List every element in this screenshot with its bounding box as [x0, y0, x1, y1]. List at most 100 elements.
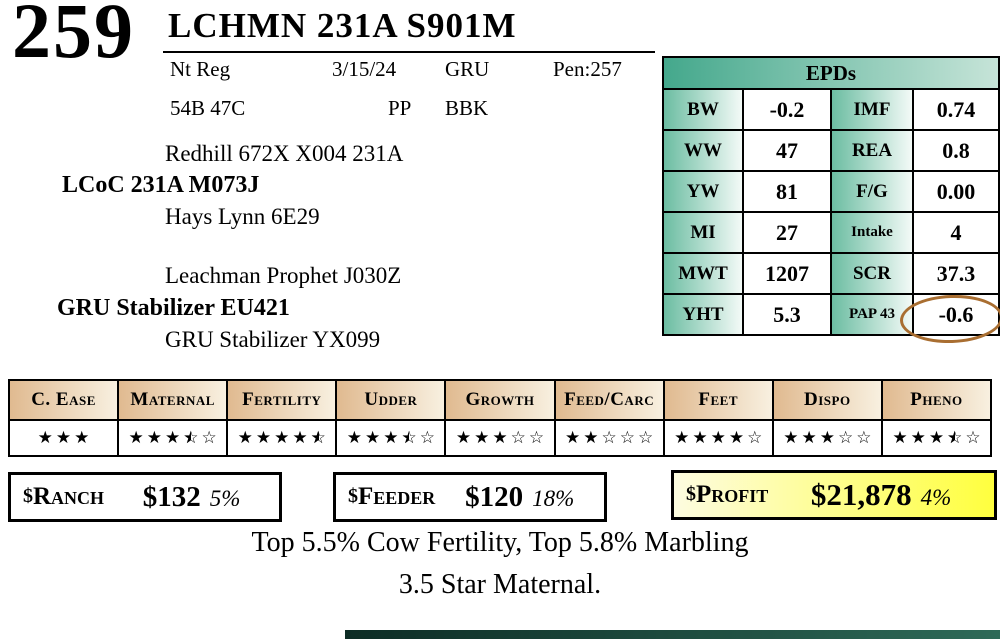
empty-star-icon: ☆ [856, 428, 872, 448]
registration-status: Nt Reg [170, 57, 231, 81]
dollar-sign: $ [686, 483, 696, 505]
full-star-icon: ★ [274, 428, 290, 448]
full-star-icon: ★ [783, 428, 799, 448]
epd-label-scr: SCR [830, 252, 914, 295]
epd-row: YW 81 F/G 0.00 [662, 170, 1000, 213]
epd-label-yht: YHT [662, 293, 744, 336]
ranch-index-box: $Ranch $132 5% [8, 472, 282, 522]
dollar-sign: $ [23, 485, 33, 507]
rating-stars-feet: ★ ★ ★ ★ ☆ [662, 419, 774, 457]
epd-row: WW 47 REA 0.8 [662, 129, 1000, 172]
epd-value-1207: 1207 [742, 252, 832, 295]
full-star-icon: ★ [728, 428, 745, 448]
full-star-icon: ★ [237, 428, 253, 448]
title-divider [163, 51, 655, 53]
epd-value-5.3: 5.3 [742, 293, 832, 336]
empty-star-icon: ☆ [419, 428, 435, 448]
pedigree-sire-granddam: Hays Lynn 6E29 [165, 204, 320, 229]
star-ratings-table: C. Ease Maternal Fertility Udder Growth Feed/… [7, 379, 993, 457]
birth-date: 3/15/24 [332, 57, 397, 81]
ranch-index-percentile: 5% [209, 485, 241, 511]
color-code: BBK [445, 96, 489, 120]
epd-label-mwt: MWT [662, 252, 744, 295]
pedigree-dam-granddam: GRU Stabilizer YX099 [165, 327, 381, 352]
half-star-icon: ☆ ★ [310, 428, 326, 448]
epd-row: YHT 5.3 PAP 43 -0.6 [662, 293, 1000, 336]
rating-header-pheno: Pheno [880, 379, 993, 421]
full-star-icon: ★ [710, 428, 726, 448]
rating-header-dispo: Dispo [771, 379, 883, 421]
footnote-fertility-marbling: Top 5.5% Cow Fertility, Top 5.8% Marblin… [251, 527, 749, 558]
full-star-icon: ★ [365, 428, 381, 448]
epd-label-rea: REA [830, 129, 914, 172]
epd-label-ww: WW [662, 129, 744, 172]
rating-stars-dispo: ★ ★ ★ ☆ ☆ [771, 419, 883, 457]
profit-index-percentile: 4% [920, 485, 952, 510]
empty-star-icon: ☆ [201, 428, 217, 448]
rating-header-udder: Udder [335, 379, 447, 421]
rating-header-feet: Feet [662, 379, 774, 421]
epd-value--0.2: -0.2 [742, 88, 832, 131]
epd-value-47: 47 [742, 129, 832, 172]
full-star-icon: ★ [165, 428, 181, 448]
rating-header-growth: Growth [444, 379, 556, 421]
empty-star-icon: ☆ [965, 428, 981, 448]
pedigree-sire: LCoC 231A M073J [62, 172, 260, 198]
full-star-icon: ★ [292, 428, 308, 448]
lot-title: LCHMN 231A S901M [168, 6, 517, 45]
full-star-icon: ★ [474, 428, 490, 448]
epd-value-4: 4 [912, 211, 1000, 254]
rating-stars-fertility: ★ ★ ★ ★ ☆ ★ [226, 419, 338, 457]
half-star-icon: ☆ ★ [401, 428, 417, 448]
epd-row: MWT 1207 SCR 37.3 [662, 252, 1000, 295]
epd-value-37.3: 37.3 [912, 252, 1000, 295]
profit-index-label: $Profit [686, 481, 769, 508]
full-star-icon: ★ [146, 428, 163, 448]
ranch-index-value: $132 [142, 480, 201, 513]
epd-label-bw: BW [662, 88, 744, 131]
profit-index-value: $21,878 [810, 477, 912, 512]
epd-label-mi: MI [662, 211, 744, 254]
epd-label-intake: Intake [830, 211, 914, 254]
epd-row: BW -0.2 IMF 0.74 [662, 88, 1000, 131]
full-star-icon: ★ [892, 428, 908, 448]
rating-stars-c-ease: ★ ★ ★ [7, 419, 120, 457]
empty-star-icon: ☆ [528, 428, 545, 448]
full-star-icon: ★ [492, 428, 508, 448]
rating-stars-pheno: ★ ★ ★ ☆ ★ ☆ [880, 419, 993, 457]
epd-value--0.6: -0.6 [912, 293, 1000, 336]
epd-label-imf: IMF [830, 88, 914, 131]
epd-value-0.8: 0.8 [912, 129, 1000, 172]
polled-status: PP [388, 96, 412, 120]
full-star-icon: ★ [564, 428, 581, 448]
pen-number: Pen:257 [553, 57, 622, 81]
empty-star-icon: ☆ [637, 428, 654, 448]
rating-stars-feed-carc: ★ ★ ☆ ☆ ☆ [553, 419, 665, 457]
lot-number: 259 [12, 0, 135, 74]
half-star-icon: ☆ ★ [947, 428, 963, 448]
pedigree-dam-grandsire: Leachman Prophet J030Z [165, 263, 402, 288]
footnote-maternal: 3.5 Star Maternal. [398, 569, 602, 600]
full-star-icon: ★ [55, 428, 72, 448]
feeder-index-percentile: 18% [532, 485, 575, 511]
pedigree-sire-grandsire: Redhill 672X X004 231A [165, 141, 404, 166]
feeder-index-box: $Feeder $120 18% [333, 472, 607, 522]
full-star-icon: ★ [674, 428, 690, 448]
full-star-icon: ★ [801, 428, 817, 448]
full-star-icon: ★ [455, 428, 472, 448]
full-star-icon: ★ [74, 428, 90, 448]
epd-table-title: EPDs [662, 56, 1000, 90]
rating-header-c-ease: C. Ease [7, 379, 120, 421]
epd-value-27: 27 [742, 211, 832, 254]
empty-star-icon: ☆ [510, 428, 526, 448]
breeder-code: GRU [445, 57, 490, 81]
feeder-index-label: $Feeder [348, 483, 436, 510]
epd-value-0.00: 0.00 [912, 170, 1000, 213]
full-star-icon: ★ [37, 428, 53, 448]
full-star-icon: ★ [928, 428, 945, 448]
rating-header-maternal: Maternal [117, 379, 229, 421]
full-star-icon: ★ [583, 428, 599, 448]
epd-label-f-g: F/G [830, 170, 914, 213]
epd-label-pap-43: PAP 43 [830, 293, 914, 336]
full-star-icon: ★ [819, 428, 835, 448]
